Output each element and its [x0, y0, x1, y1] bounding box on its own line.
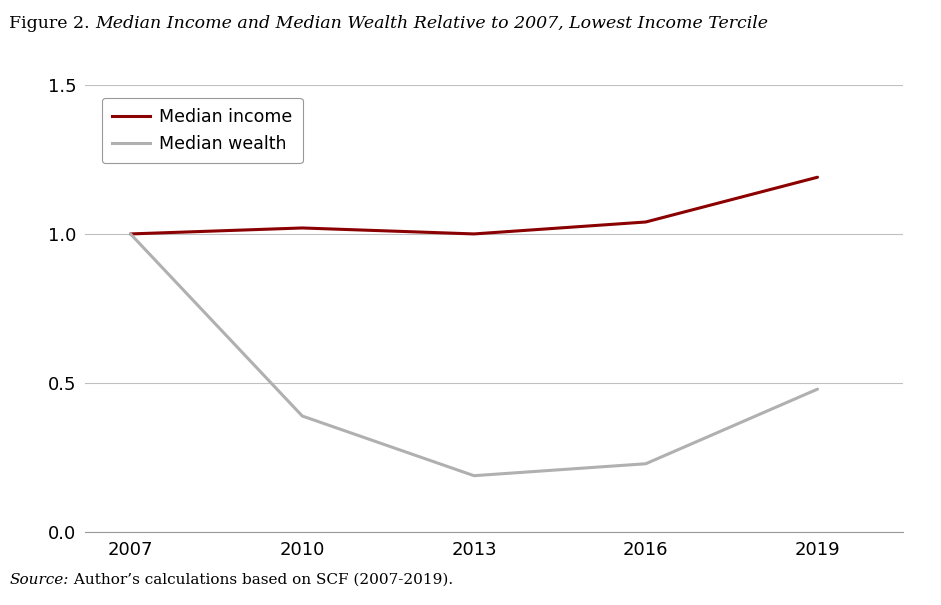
Text: Median Income and Median Wealth Relative to 2007, Lowest Income Tercile: Median Income and Median Wealth Relative… [96, 15, 769, 32]
Text: Source:: Source: [9, 573, 69, 587]
Legend: Median income, Median wealth: Median income, Median wealth [102, 98, 302, 163]
Text: Figure 2.: Figure 2. [9, 15, 96, 32]
Text: Author’s calculations based on SCF (2007-2019).: Author’s calculations based on SCF (2007… [69, 573, 453, 587]
